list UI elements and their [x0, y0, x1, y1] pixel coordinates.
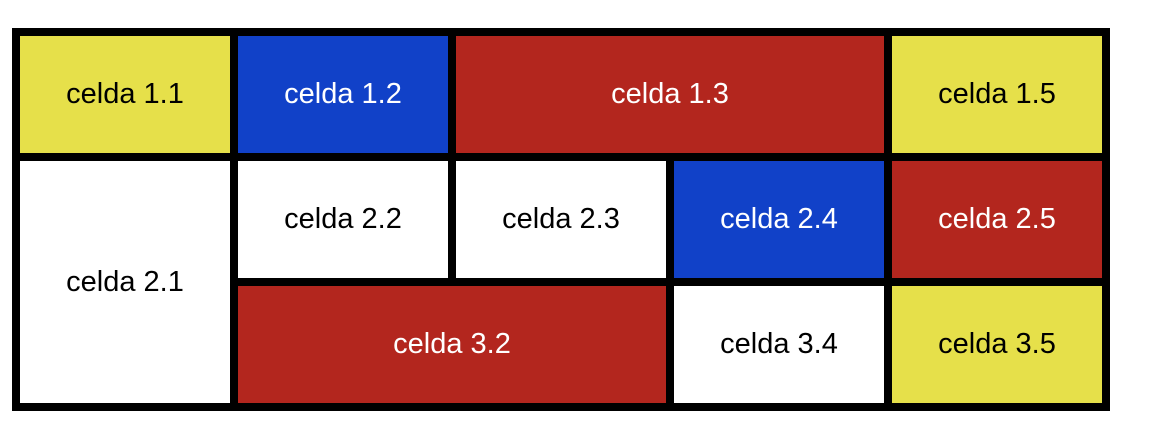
- cell-3-2: celda 3.2: [238, 286, 666, 403]
- cell-3-4: celda 3.4: [674, 286, 884, 403]
- cell-2-5: celda 2.5: [892, 161, 1102, 278]
- cell-1-2: celda 1.2: [238, 36, 448, 153]
- cell-3-5: celda 3.5: [892, 286, 1102, 403]
- cell-2-3: celda 2.3: [456, 161, 666, 278]
- cell-1-1: celda 1.1: [20, 36, 230, 153]
- cell-1-5: celda 1.5: [892, 36, 1102, 153]
- cell-2-4: celda 2.4: [674, 161, 884, 278]
- cell-2-1: celda 2.1: [20, 161, 230, 403]
- cell-2-2: celda 2.2: [238, 161, 448, 278]
- colored-table: celda 1.1 celda 1.2 celda 1.3 celda 1.5 …: [12, 28, 1110, 411]
- cell-1-3: celda 1.3: [456, 36, 884, 153]
